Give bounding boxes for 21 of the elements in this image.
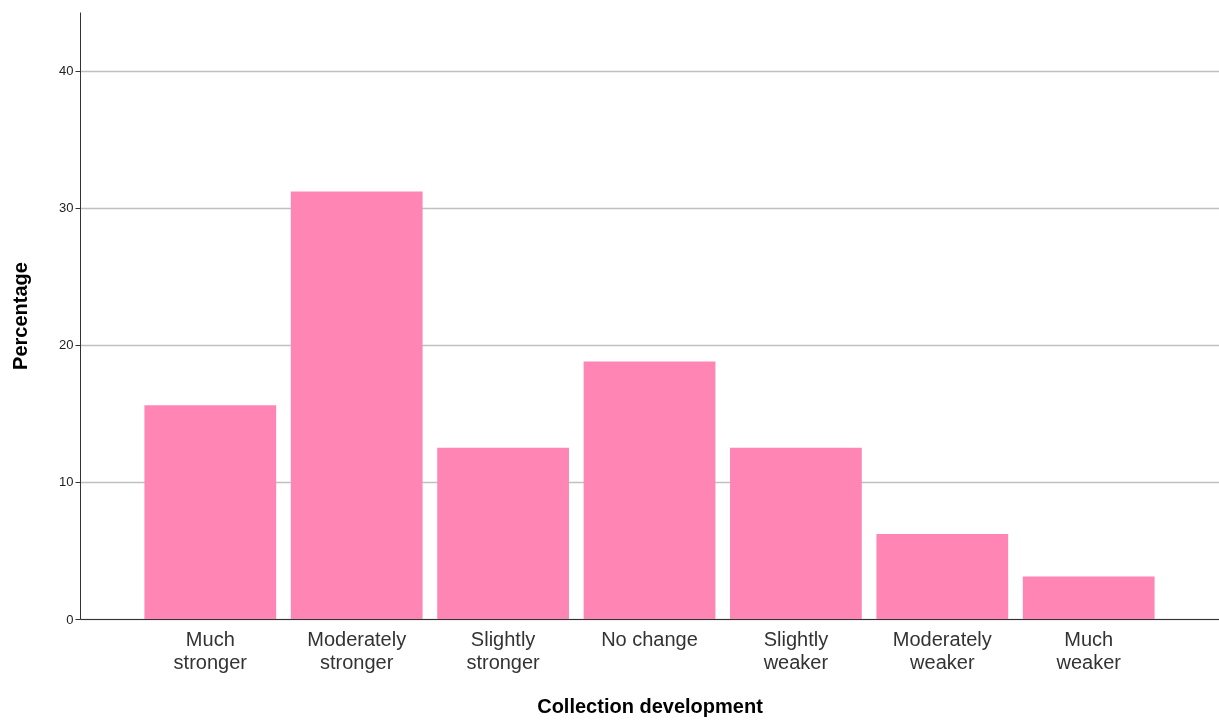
x-tick-label: Slightly stronger <box>466 627 541 673</box>
y-tick-label: 30 <box>59 200 74 216</box>
y-tick-label: 40 <box>59 63 74 79</box>
bar <box>1022 576 1155 619</box>
x-tick-label: Much stronger <box>173 627 248 673</box>
y-tick-label: 10 <box>59 474 74 490</box>
bar <box>437 447 569 619</box>
y-tick-label: 0 <box>66 611 74 627</box>
bar <box>876 534 1009 619</box>
x-tick-label: Much weaker <box>1055 627 1122 673</box>
y-tick-label: 20 <box>59 337 74 353</box>
x-tick-label: Moderately stronger <box>307 627 407 673</box>
bar <box>583 361 716 619</box>
bar <box>730 447 862 619</box>
x-tick-label: Slightly weaker <box>762 627 829 673</box>
y-axis-title: Percentage <box>9 262 32 370</box>
bar <box>290 191 423 619</box>
x-tick-label: Moderately weaker <box>892 627 992 673</box>
x-tick-label: No change <box>601 627 698 650</box>
x-axis-title: Collection development <box>537 694 764 717</box>
bar <box>144 405 277 619</box>
